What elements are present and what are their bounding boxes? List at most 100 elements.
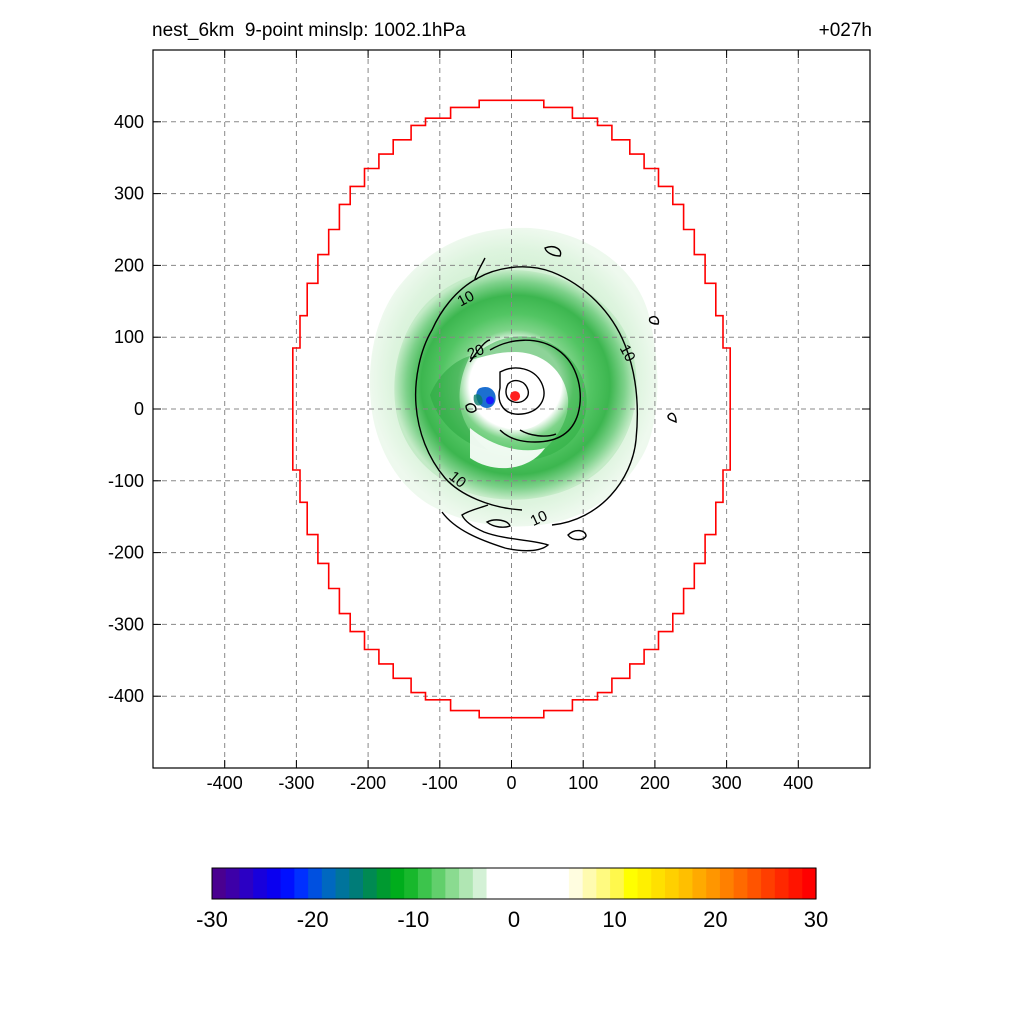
y-tick-label: 300 (114, 184, 144, 204)
colorbar-swatch (719, 868, 735, 899)
colorbar-swatch (459, 868, 474, 899)
colorbar-swatch (568, 868, 584, 899)
y-tick-label: 400 (114, 112, 144, 132)
y-tick-label: -300 (108, 614, 144, 634)
plot-title: nest_6km 9-point minslp: 1002.1hPa (152, 20, 466, 41)
colorbar-swatch (225, 868, 241, 899)
grid-lines (153, 50, 870, 768)
axis-ticks (153, 50, 870, 768)
colorbar-swatch (431, 868, 446, 899)
colorbar-tick-label: -10 (397, 907, 429, 932)
y-tick-label: 0 (134, 399, 144, 419)
forecast-hour-label: +027h (818, 20, 872, 41)
colorbar-swatch (335, 868, 350, 899)
contour-10-south (441, 504, 550, 552)
colorbar-swatch (266, 868, 282, 899)
x-tick-label: 300 (712, 773, 742, 793)
colorbar-swatch (212, 868, 227, 899)
colorbar-swatch (321, 868, 337, 899)
domain-boundary (292, 99, 731, 719)
colorbar-swatch (788, 868, 803, 899)
x-tick-label: -300 (278, 773, 314, 793)
colorbar-swatch (308, 868, 323, 899)
contour-label: 10 (454, 287, 477, 310)
contour-10-outer (414, 257, 639, 526)
colorbar-swatch (390, 868, 405, 899)
x-tick-label: 200 (640, 773, 670, 793)
x-tick-label: -200 (350, 773, 386, 793)
colorbar-swatch (472, 868, 488, 899)
colorbar-swatch (761, 868, 776, 899)
colorbar-swatch (665, 868, 680, 899)
colorbar-tick-label: 10 (602, 907, 626, 932)
contour-inner-2 (505, 379, 529, 404)
colorbar-swatch (651, 868, 666, 899)
teal-min-patch (473, 394, 483, 406)
contours (414, 246, 677, 552)
contour-10-east-small (667, 412, 677, 424)
contour-inner-1 (498, 367, 545, 415)
colorbar-tick-label: 0 (508, 907, 520, 932)
colorbar-tick-label: -20 (297, 907, 329, 932)
colorbar-swatch (582, 868, 597, 899)
colorbar-swatch (596, 868, 611, 899)
colorbar-tick-labels: -30 -20 -10 0 10 20 30 (196, 907, 828, 932)
x-tick-label: 0 (506, 773, 516, 793)
y-tick-label: -100 (108, 471, 144, 491)
x-axis-tick-labels: -400 -300 -200 -100 0 100 200 300 400 (207, 773, 814, 793)
contour-label: 10 (528, 507, 550, 529)
colorbar-swatch (706, 868, 721, 899)
contour-10-ne-small (648, 315, 660, 325)
y-axis-tick-labels: 400 300 200 100 0 -100 -200 -300 -400 (108, 112, 144, 706)
colorbar-swatch (747, 868, 762, 899)
colorbar-swatch (280, 868, 295, 899)
y-tick-label: 100 (114, 327, 144, 347)
y-tick-label: -200 (108, 543, 144, 563)
colorbar-swatch (514, 868, 529, 899)
colorbar-swatch (610, 868, 625, 899)
colorbar-swatch (527, 868, 543, 899)
shaded-field (369, 227, 658, 527)
dark-green-band (470, 336, 587, 460)
contour-west-vortex (465, 403, 477, 413)
colorbar-swatch (692, 868, 707, 899)
colorbar-swatch (733, 868, 748, 899)
colorbar (211, 867, 817, 900)
colorbar-swatch (802, 868, 817, 899)
inner-white-south (470, 428, 545, 469)
colorbar-frame (211, 867, 817, 900)
colorbar-swatch (678, 868, 694, 899)
y-tick-label: -400 (108, 686, 144, 706)
colorbar-swatch (623, 868, 639, 899)
contour-20 (469, 339, 581, 443)
x-tick-label: 100 (568, 773, 598, 793)
colorbar-tick-label: -30 (196, 907, 228, 932)
colorbar-swatch (404, 868, 419, 899)
colorbar-tick-label: 20 (703, 907, 727, 932)
colorbar-swatch (541, 868, 556, 899)
storm-center-marker (510, 391, 521, 402)
colorbar-swatch (376, 868, 392, 899)
contour-label: 20 (465, 341, 487, 363)
contour-inner-south (519, 429, 557, 437)
min-pressure-marker (485, 396, 494, 405)
colorbar-swatch (239, 868, 254, 899)
colorbar-swatch (555, 868, 570, 899)
x-tick-label: -400 (207, 773, 243, 793)
x-tick-label: -100 (422, 773, 458, 793)
contour-label: 10 (616, 342, 639, 365)
colorbar-tick-label: 30 (804, 907, 828, 932)
colorbar-swatch (637, 868, 652, 899)
contour-10-south-small (485, 519, 511, 528)
y-tick-label: 200 (114, 255, 144, 275)
colorbar-swatch (253, 868, 268, 899)
colorbar-swatch (774, 868, 790, 899)
colorbar-swatch (349, 868, 364, 899)
colorbar-swatch (500, 868, 515, 899)
colorbar-swatch (417, 868, 433, 899)
contour-10-se-small (567, 529, 587, 541)
colorbar-swatch (363, 868, 378, 899)
